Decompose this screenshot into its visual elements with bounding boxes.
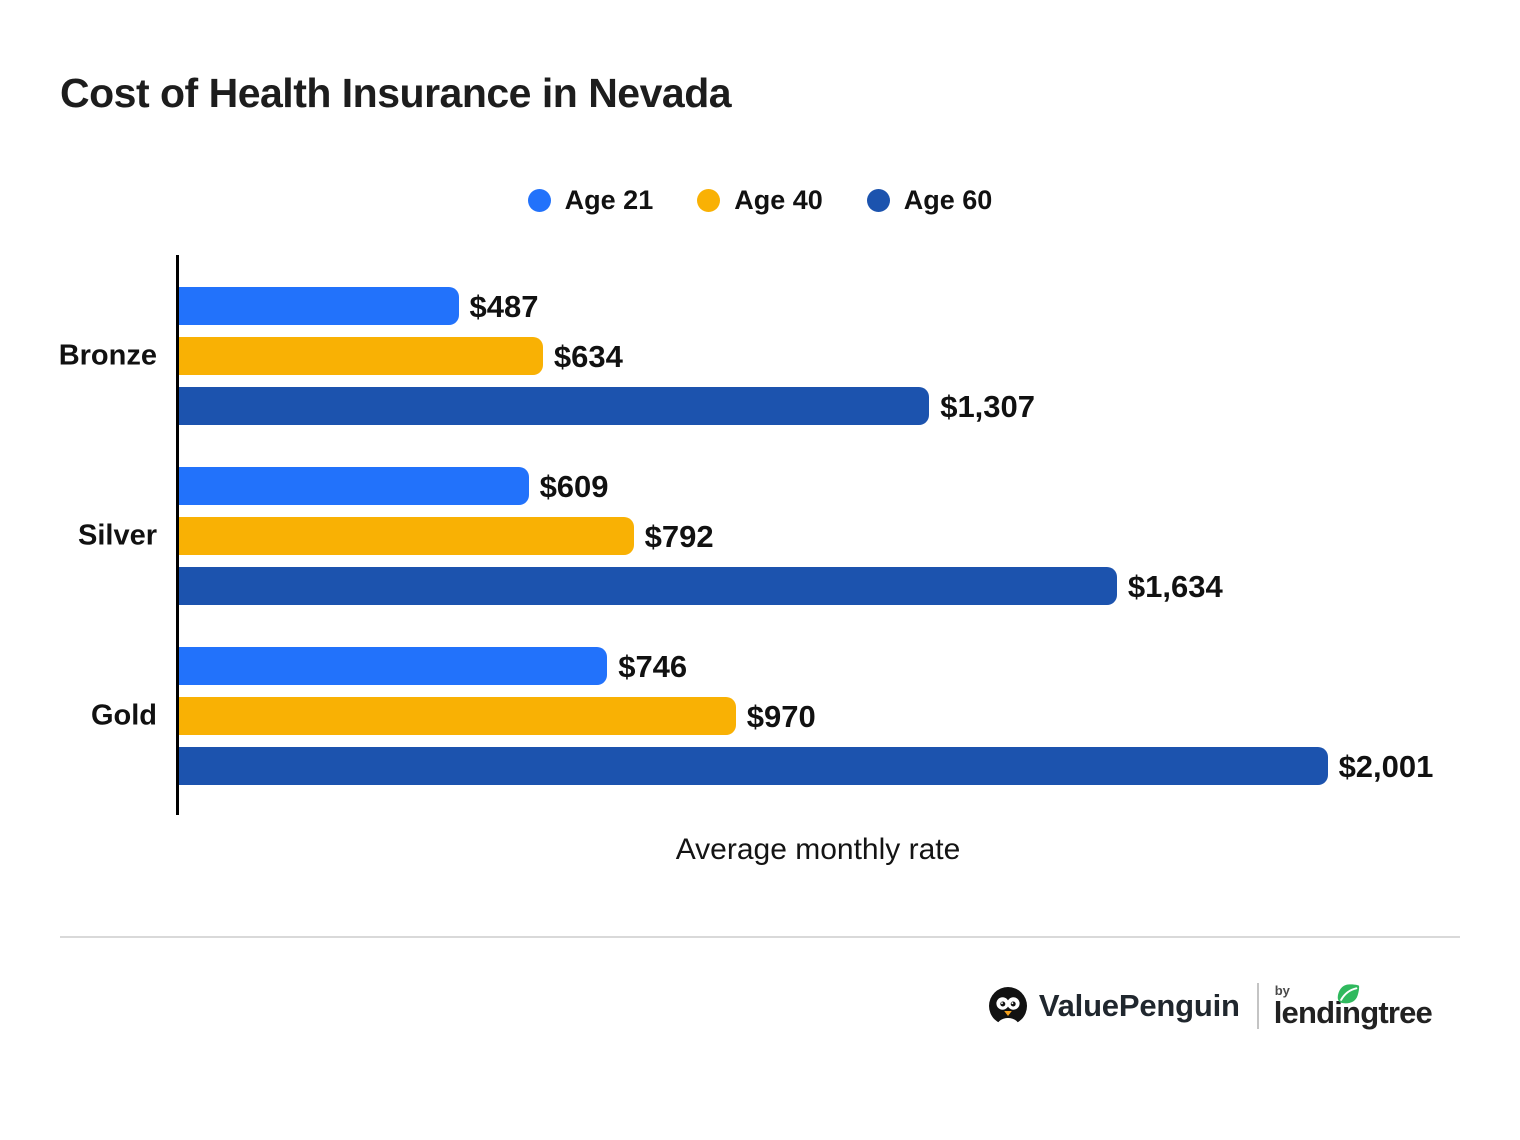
legend-item-age-40: Age 40 (697, 185, 823, 216)
category-label-gold: Gold (90, 699, 157, 732)
bar-chart: Bronze $487 $634 $1,307 Silver $609 $792 $1,634… (59, 255, 1460, 816)
category-label-silver: Silver (78, 519, 157, 552)
bar-row: $970 (179, 697, 1460, 736)
chart-legend: Age 21 Age 40 Age 60 (0, 185, 1520, 216)
bar-value-label: $792 (644, 518, 714, 554)
bar-group-bronze: Bronze $487 $634 $1,307 (59, 287, 1460, 426)
bar-bronze-age-60 (179, 387, 930, 426)
bar-value-label: $970 (746, 698, 816, 734)
leaf-icon (1337, 984, 1359, 1004)
valuepenguin-wordmark: ValuePenguin (1038, 987, 1240, 1023)
lendingtree-wordmark: lendingtree (1273, 984, 1433, 1031)
by-label: by (1274, 983, 1290, 999)
bar-row: $2,001 (179, 747, 1460, 786)
bar-row: $634 (179, 337, 1460, 376)
bar-gold-age-21 (179, 647, 608, 686)
legend-dot-age-21 (527, 189, 551, 213)
bar-gold-age-40 (179, 697, 736, 736)
bar-bronze-age-40 (179, 337, 543, 376)
bar-silver-age-60 (179, 567, 1117, 606)
penguin-icon (988, 986, 1027, 1026)
bar-row: $746 (179, 647, 1460, 686)
bar-value-label: $487 (469, 288, 539, 324)
bar-silver-age-40 (179, 517, 634, 556)
legend-dot-age-40 (697, 189, 721, 213)
lendingtree-logo: by lendingtree (1273, 982, 1433, 1031)
legend-label: Age 21 (564, 185, 654, 216)
legend-label: Age 40 (734, 185, 823, 216)
bar-value-label: $609 (539, 468, 609, 504)
bar-gold-age-60 (179, 747, 1328, 786)
bar-value-label: $746 (618, 648, 688, 684)
bar-group-gold: Gold $746 $970 $2,001 (91, 647, 1460, 786)
legend-item-age-60: Age 60 (866, 185, 993, 216)
legend-dot-age-60 (866, 189, 890, 213)
x-axis-label: Average monthly rate (675, 833, 961, 867)
bar-bronze-age-21 (179, 287, 459, 326)
bar-group-silver: Silver $609 $792 $1,634 (78, 467, 1460, 606)
footer-divider (60, 936, 1460, 939)
bar-row: $1,634 (179, 567, 1460, 606)
bar-value-label: $1,634 (1127, 568, 1223, 604)
bar-value-label: $1,307 (940, 388, 1036, 424)
bar-row: $609 (179, 467, 1460, 506)
lendingtree-text: lendingtree (1273, 995, 1433, 1031)
valuepenguin-logo: ValuePenguin (988, 986, 1240, 1026)
bar-silver-age-21 (179, 467, 529, 506)
footer: ValuePenguin by lendingtree (0, 982, 1433, 1031)
legend-item-age-21: Age 21 (527, 185, 654, 216)
bar-row: $792 (179, 517, 1460, 556)
logo-separator (1256, 982, 1259, 1029)
bar-row: $487 (179, 287, 1460, 326)
bar-row: $1,307 (179, 387, 1460, 426)
legend-label: Age 60 (903, 185, 993, 216)
page-title: Cost of Health Insurance in Nevada (60, 70, 732, 116)
bar-value-label: $2,001 (1338, 748, 1434, 784)
bar-value-label: $634 (553, 338, 623, 374)
category-label-bronze: Bronze (58, 339, 157, 372)
